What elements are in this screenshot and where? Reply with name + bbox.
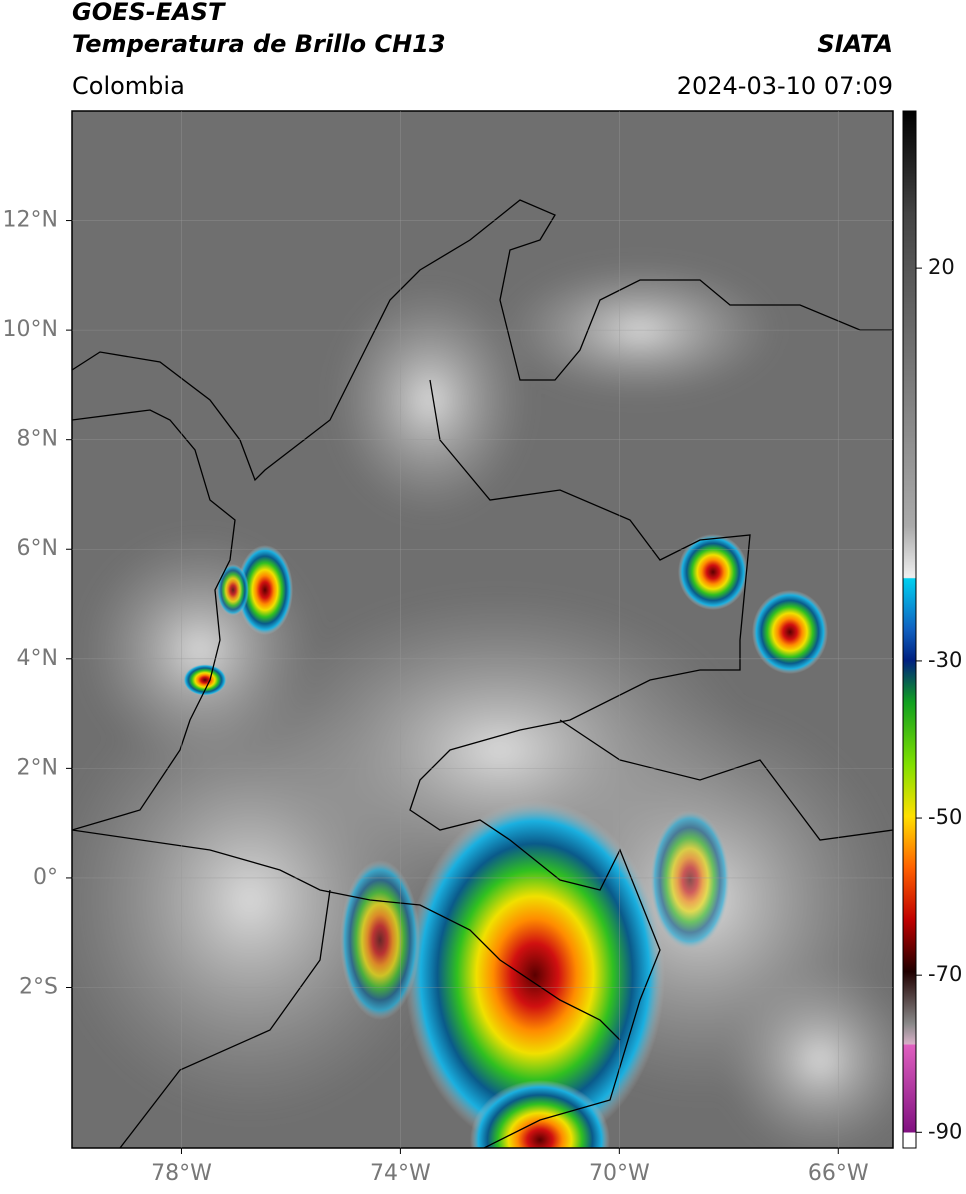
y-tick-label: 4°N — [17, 646, 58, 671]
colorbar-tick-label: 20 — [928, 255, 955, 279]
colorbar — [902, 110, 917, 1149]
colorbar-tick-label: -50 — [928, 805, 962, 829]
y-tick-label: 12°N — [3, 208, 58, 233]
y-tick-label: 10°N — [3, 317, 58, 342]
y-tick-label: 8°N — [17, 427, 58, 452]
y-tick-label: 2°S — [19, 974, 58, 999]
region: Colombia — [72, 72, 185, 100]
colorbar-tick-label: -70 — [928, 962, 962, 986]
source: SIATA — [817, 30, 893, 58]
subtitle: Temperatura de Brillo CH13 — [72, 30, 446, 58]
x-tick-label: 74°W — [370, 1161, 431, 1186]
map-frame — [71, 110, 894, 1149]
y-tick-label: 6°N — [17, 536, 58, 561]
y-tick-label: 2°N — [17, 755, 58, 780]
title: GOES-EAST — [72, 0, 226, 26]
datetime: 2024-03-10 07:09 — [677, 72, 893, 100]
colorbar-tick-label: -90 — [928, 1119, 962, 1143]
x-tick-label: 78°W — [151, 1161, 212, 1186]
y-tick-label: 0° — [33, 865, 58, 890]
x-tick-label: 70°W — [589, 1161, 650, 1186]
x-tick-label: 66°W — [808, 1161, 869, 1186]
satellite-image — [72, 111, 893, 1148]
colorbar-tick-label: -30 — [928, 648, 962, 672]
